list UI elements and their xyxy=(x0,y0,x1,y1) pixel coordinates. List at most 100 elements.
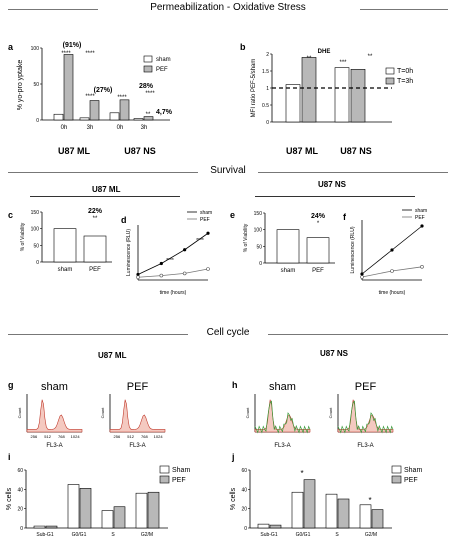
chart-e-x-tick-label: PEF xyxy=(312,268,324,274)
chart-a-bar-sham xyxy=(53,113,64,121)
chart-j-y-tick-label: 20 xyxy=(241,507,247,513)
chart-i-bar-sham xyxy=(67,484,80,529)
chart-e-x-tick-label: sham xyxy=(281,268,296,274)
cellcycle-u87ns-heading: U87 NS xyxy=(320,349,349,358)
chart-f-point-sham xyxy=(390,248,394,252)
panel-letter-c: c xyxy=(8,210,14,220)
section-rule xyxy=(8,334,188,335)
chart-a-annotation: (27%) xyxy=(94,87,113,94)
chart-i-legend-sham: Sham xyxy=(172,467,190,474)
chart-a-annotation: 4,7% xyxy=(156,109,173,116)
chart-a-bar-pef xyxy=(143,116,154,121)
chart-g-pef-title: PEF xyxy=(127,381,149,393)
chart-a-bar-sham xyxy=(79,117,90,121)
chart-h-pef-title: PEF xyxy=(355,381,377,393)
chart-a-x-tick-label: 0h xyxy=(61,125,68,131)
chart-a-annotation: (91%) xyxy=(63,42,82,49)
section-rule xyxy=(8,172,198,173)
chart-b-legend-swatch-t0 xyxy=(385,67,395,75)
chart-b-y-tick-label: 0 xyxy=(266,120,269,126)
chart-j-bar-sham xyxy=(257,523,270,529)
chart-e-y-tick-label: 50 xyxy=(256,244,262,250)
chart-i-legend-pef: PEF xyxy=(172,477,186,484)
chart-h-pef-x-label: FL3-A xyxy=(357,443,373,449)
chart-j-y-tick-label: 40 xyxy=(241,487,247,493)
panel-letter-d: d xyxy=(121,215,127,225)
section-rule xyxy=(8,9,98,10)
chart-g-sham-x-tick-label: 768 xyxy=(58,434,65,439)
chart-a-bar-pef xyxy=(63,54,74,121)
chart-i-x-tick-label: Sub-G1 xyxy=(36,532,53,538)
chart-b-stars: ** xyxy=(368,54,373,60)
chart-i-bar-pef xyxy=(45,525,58,529)
chart-j-bar-sham xyxy=(325,493,338,529)
chart-i-bar-sham xyxy=(33,525,46,529)
chart-b-group-label: U87 NS xyxy=(340,146,372,156)
chart-f-y-label: Luminescence (RLU) xyxy=(350,226,356,273)
chart-d-legend-sham: sham xyxy=(200,210,212,216)
chart-h-pef-fit-curve xyxy=(337,400,394,434)
chart-j-stars: * xyxy=(300,469,303,478)
panel-letter-h: h xyxy=(232,380,238,390)
section-rule xyxy=(268,334,448,335)
chart-j-y-label: % cells xyxy=(230,487,237,510)
chart-j-bar-pef xyxy=(269,524,282,529)
chart-f-point-pef xyxy=(420,264,424,269)
chart-j-bar-pef xyxy=(303,479,316,529)
survival-u87ns-heading: U87 NS xyxy=(318,180,347,189)
chart-i-bar-sham xyxy=(135,492,148,529)
chart-j-x-tick-label: S xyxy=(335,532,339,538)
chart-g-sham-x-tick-label: 256 xyxy=(31,434,38,439)
chart-g-sham-y-label: Count xyxy=(17,407,22,419)
chart-a-legend-swatch-pef xyxy=(143,65,153,73)
chart-b-legend-t0: T=0h xyxy=(397,68,413,75)
chart-f-x-label: time (hours) xyxy=(379,290,406,296)
chart-b-legend-t3: T=3h xyxy=(397,78,413,85)
chart-j-x-tick-label: G2/M xyxy=(365,532,377,538)
chart-h-sham-y-label: Count xyxy=(245,407,250,419)
chart-i-y-tick-label: 20 xyxy=(17,507,23,513)
panel-letter-a: a xyxy=(8,42,14,52)
section-cellcycle: Cell cycle xyxy=(206,327,250,338)
chart-j-bar-sham xyxy=(291,491,304,529)
chart-e-bar-pef xyxy=(306,237,330,264)
chart-i-bar-pef xyxy=(147,491,160,529)
chart-b-y-tick-label: 0.5 xyxy=(262,103,269,109)
chart-b-title: DHE xyxy=(318,49,331,55)
chart-b-stars: ** xyxy=(307,56,312,62)
chart-i-y-tick-label: 0 xyxy=(20,526,23,532)
chart-j-y-tick-label: 0 xyxy=(244,526,247,532)
chart-b-legend-swatch-t3 xyxy=(385,77,395,85)
chart-g-sham-histogram xyxy=(26,399,83,433)
chart-g-sham-x-label: FL3-A xyxy=(46,443,62,449)
chart-f-point-pef xyxy=(390,269,394,273)
chart-a-bar-pef xyxy=(89,100,100,121)
chart-c-annotation: 22% xyxy=(88,208,103,215)
chart-a-x-tick-label: 3h xyxy=(141,125,148,131)
chart-i-legend-swatch-sham xyxy=(159,465,170,474)
chart-d-point-pef xyxy=(159,273,164,278)
chart-c-y-tick-label: 0 xyxy=(36,260,39,266)
chart-a-group-label: U87 NS xyxy=(124,146,156,156)
panel-letter-i: i xyxy=(8,452,11,462)
chart-a-stars: **** xyxy=(85,51,95,57)
panel-letter-e: e xyxy=(230,210,236,220)
cellcycle-u87ml-heading: U87 ML xyxy=(98,351,127,360)
section-rule xyxy=(360,9,448,10)
chart-g-pef-x-label: FL3-A xyxy=(129,443,145,449)
chart-a-stars: **** xyxy=(61,51,71,57)
chart-i-legend-swatch-pef xyxy=(159,475,170,484)
chart-a-y-tick-label: 100 xyxy=(31,46,40,52)
chart-j-bar-sham xyxy=(359,504,372,529)
chart-a-annotation: 28% xyxy=(139,83,154,90)
chart-e-annotation: 24% xyxy=(311,213,326,220)
chart-a-x-tick-label: 3h xyxy=(87,125,94,131)
chart-c-y-tick-label: 150 xyxy=(31,210,40,216)
chart-j-y-tick-label: 60 xyxy=(241,468,247,474)
chart-a-stars: **** xyxy=(117,95,127,101)
chart-h-pef-y-label: Count xyxy=(328,407,333,419)
chart-b-y-tick-label: 2 xyxy=(266,52,269,58)
chart-a-y-tick-label: 0 xyxy=(36,118,39,124)
chart-h-sham-title: sham xyxy=(269,381,296,393)
